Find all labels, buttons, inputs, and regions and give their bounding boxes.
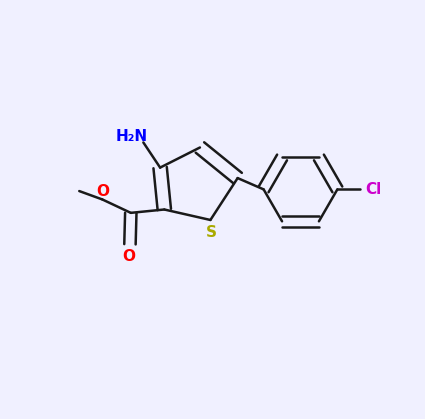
Text: S: S: [206, 225, 217, 240]
Text: O: O: [96, 184, 110, 199]
Text: H₂N: H₂N: [116, 129, 148, 144]
Text: O: O: [123, 248, 136, 264]
Text: Cl: Cl: [365, 182, 381, 197]
